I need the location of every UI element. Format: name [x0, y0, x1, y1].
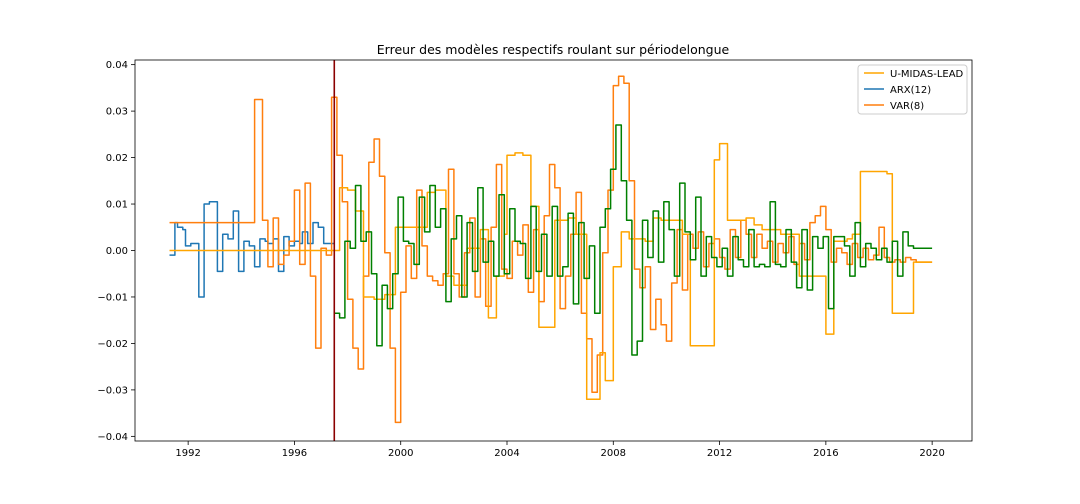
x-tick-label-1: 1996: [282, 448, 307, 459]
x-tick-label-4: 2008: [601, 448, 626, 459]
y-tick-label-0: −0.04: [97, 432, 128, 443]
series-line-2: [169, 142, 933, 400]
series-line-0: [169, 200, 335, 298]
x-axis: 1992 1996 2000 2004 2008 2012 2016 2020: [175, 441, 945, 459]
series-layer: [169, 75, 933, 424]
chart-title: Erreur des modèles respectifs roulant su…: [377, 42, 730, 57]
legend-label-0: U-MIDAS-LEAD: [890, 69, 964, 80]
y-tick-label-4: 0.00: [106, 246, 128, 257]
y-tick-label-7: 0.03: [106, 107, 128, 118]
legend: U-MIDAS-LEAD ARX(12) VAR(8): [857, 64, 968, 115]
x-tick-label-7: 2020: [919, 448, 944, 459]
y-axis: −0.04 −0.03 −0.02 −0.01 0.00 0.01 0.02 0.03 0.04: [97, 60, 135, 443]
y-tick-label-1: −0.03: [97, 385, 128, 396]
legend-label-2: VAR(8): [890, 101, 924, 112]
x-tick-label-3: 2004: [494, 448, 519, 459]
y-tick-label-2: −0.02: [97, 339, 128, 350]
legend-label-1: ARX(12): [890, 85, 931, 96]
legend-box: [857, 64, 968, 115]
series-line-3: [334, 124, 933, 356]
y-tick-label-6: 0.02: [106, 153, 128, 164]
x-tick-label-0: 1992: [175, 448, 200, 459]
x-tick-label-2: 2000: [388, 448, 413, 459]
y-tick-label-3: −0.01: [97, 292, 128, 303]
y-tick-label-5: 0.01: [106, 200, 128, 211]
x-tick-label-5: 2012: [707, 448, 732, 459]
y-tick-label-8: 0.04: [106, 60, 128, 71]
x-tick-label-6: 2016: [813, 448, 838, 459]
